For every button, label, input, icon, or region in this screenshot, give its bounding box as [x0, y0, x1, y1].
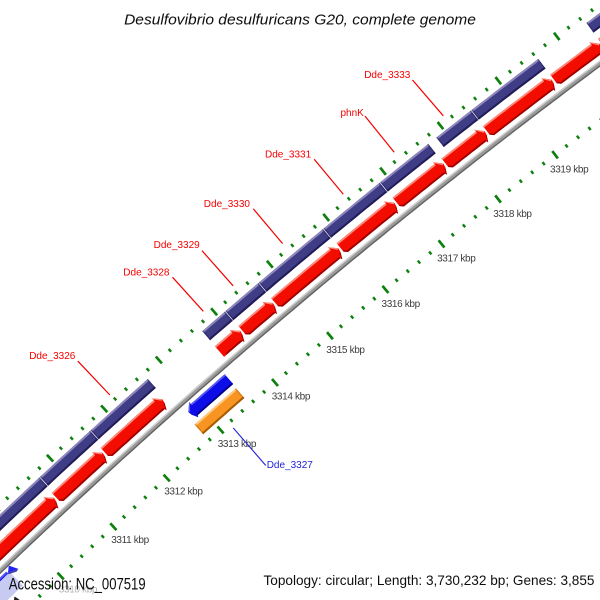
svg-text:Dde_3327: Dde_3327: [267, 460, 314, 471]
svg-text:3311 kbp: 3311 kbp: [111, 535, 149, 546]
svg-text:Dde_3329: Dde_3329: [154, 240, 201, 251]
svg-text:3317 kbp: 3317 kbp: [437, 254, 476, 265]
svg-text:3313 kbp: 3313 kbp: [218, 439, 257, 450]
svg-text:Dde_3331: Dde_3331: [265, 149, 312, 160]
svg-text:3319 kbp: 3319 kbp: [550, 165, 589, 176]
svg-text:Dde_3328: Dde_3328: [123, 267, 170, 278]
svg-text:phnK: phnK: [341, 108, 365, 119]
svg-text:3312 kbp: 3312 kbp: [164, 487, 203, 498]
svg-text:3318 kbp: 3318 kbp: [493, 209, 532, 220]
svg-text:Topology: circular; Length: 3,: Topology: circular; Length: 3,730,232 bp…: [263, 573, 594, 588]
svg-text:Dde_3333: Dde_3333: [364, 70, 411, 81]
svg-text:3315 kbp: 3315 kbp: [326, 345, 365, 356]
svg-text:3316 kbp: 3316 kbp: [382, 299, 421, 310]
svg-text:3314 kbp: 3314 kbp: [272, 392, 311, 403]
svg-text:Desulfovibrio desulfuricans G2: Desulfovibrio desulfuricans G20, complet…: [124, 12, 476, 28]
svg-text:Dde_3326: Dde_3326: [29, 351, 76, 362]
svg-text:Accession: NC_007519: Accession: NC_007519: [9, 575, 146, 594]
svg-text:3310 kbp: 3310 kbp: [59, 584, 98, 595]
svg-text:Dde_3330: Dde_3330: [204, 199, 251, 210]
